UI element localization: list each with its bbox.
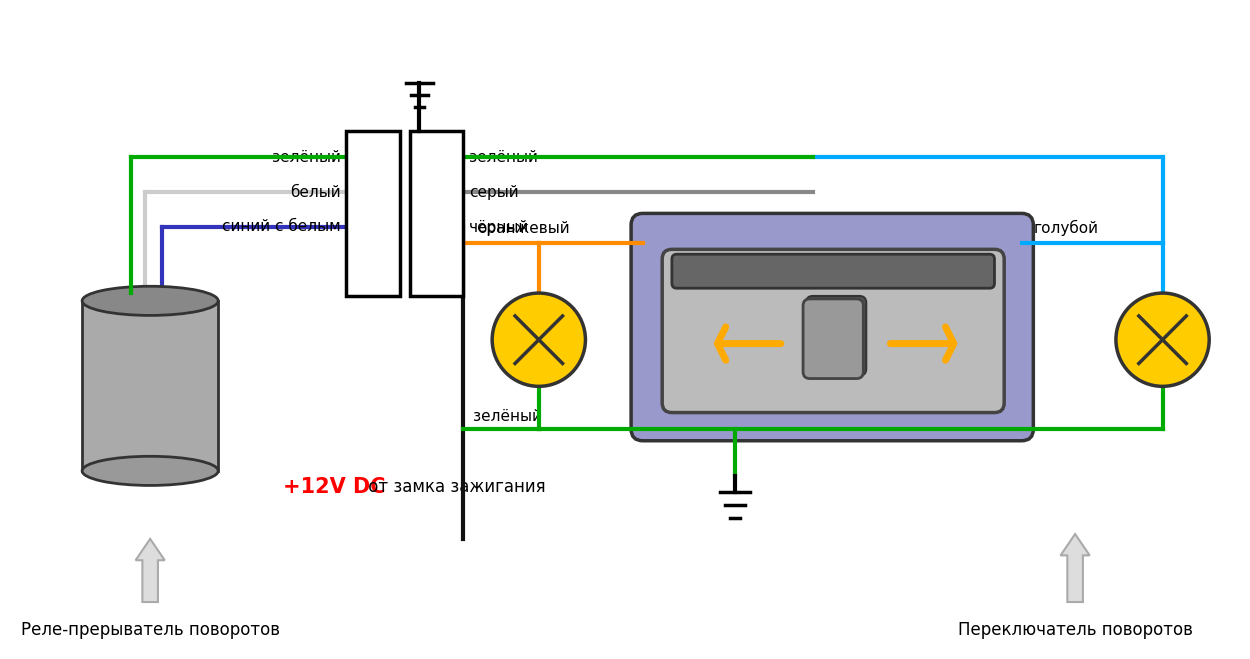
Text: от замка зажигания: от замка зажигания [362, 478, 545, 496]
Text: белый: белый [290, 185, 340, 200]
FancyBboxPatch shape [802, 299, 864, 378]
Text: голубой: голубой [1034, 219, 1099, 236]
Ellipse shape [82, 286, 219, 316]
FancyArrow shape [135, 539, 165, 602]
FancyBboxPatch shape [662, 249, 1004, 413]
Bar [410, 130, 462, 296]
FancyBboxPatch shape [672, 254, 995, 288]
Text: зелёный: зелёный [472, 409, 541, 424]
Text: синий с белым: синий с белым [222, 219, 340, 235]
FancyBboxPatch shape [631, 214, 1034, 441]
FancyArrow shape [1060, 534, 1090, 602]
Ellipse shape [82, 456, 219, 486]
Text: чёрный: чёрный [469, 219, 529, 235]
Text: +12V DC: +12V DC [284, 477, 386, 498]
Text: серый: серый [469, 185, 519, 200]
Bar [82, 301, 219, 471]
Circle shape [1116, 293, 1209, 386]
Circle shape [492, 293, 585, 386]
Text: зелёный: зелёный [271, 150, 340, 165]
Text: Переключатель поворотов: Переключатель поворотов [958, 621, 1192, 639]
Text: Реле-прерыватель поворотов: Реле-прерыватель поворотов [21, 621, 280, 639]
Text: зелёный: зелёный [469, 150, 538, 165]
Bar [346, 130, 400, 296]
FancyBboxPatch shape [806, 296, 866, 376]
Text: оранжевый: оранжевый [478, 221, 570, 236]
